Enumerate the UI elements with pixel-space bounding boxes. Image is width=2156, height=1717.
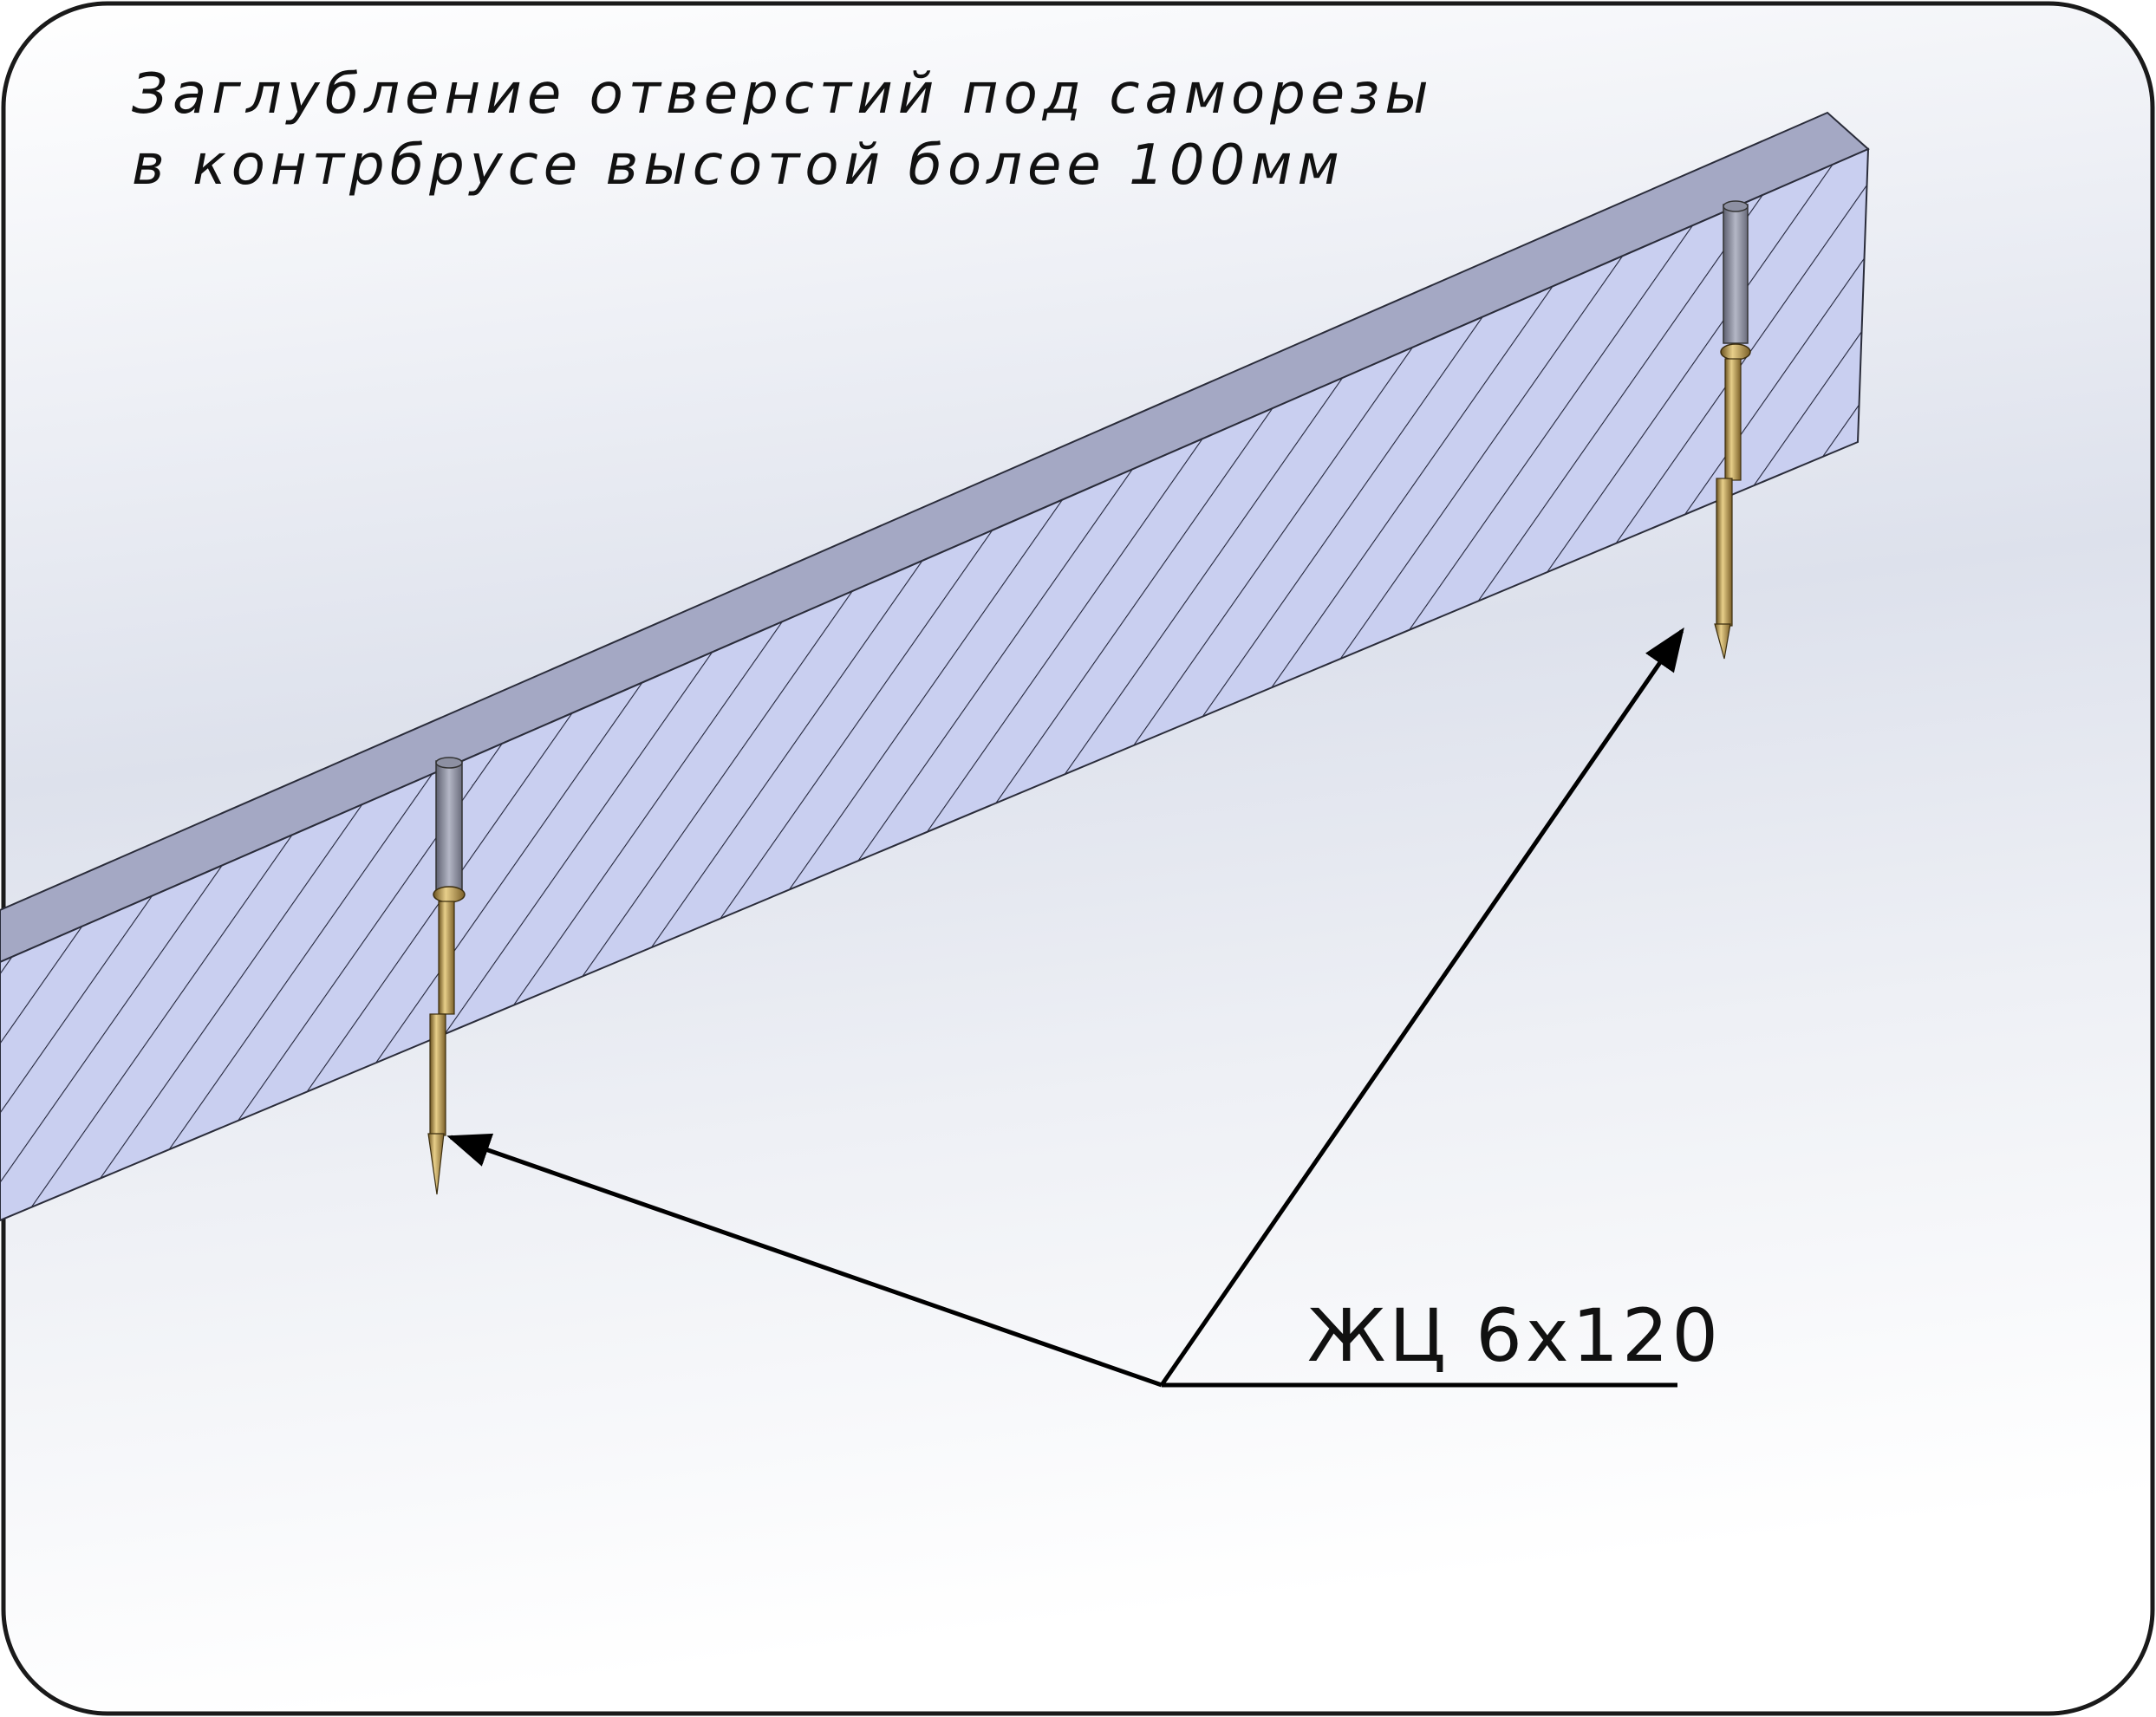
screw-right (1714, 200, 1751, 660)
title-line-1: Заглубление отверстий под саморезы (132, 62, 1434, 127)
callout-leaders (446, 627, 1684, 1388)
title-line-2: в контрбрусе высотой более 100мм (132, 133, 1345, 198)
callout-label: ЖЦ 6x120 (1307, 1293, 1722, 1378)
leader-arrow-right (1159, 627, 1684, 1387)
screw-left (427, 757, 466, 1195)
leader-arrow-left (446, 1133, 1163, 1388)
beam-front-face (0, 147, 1870, 1222)
